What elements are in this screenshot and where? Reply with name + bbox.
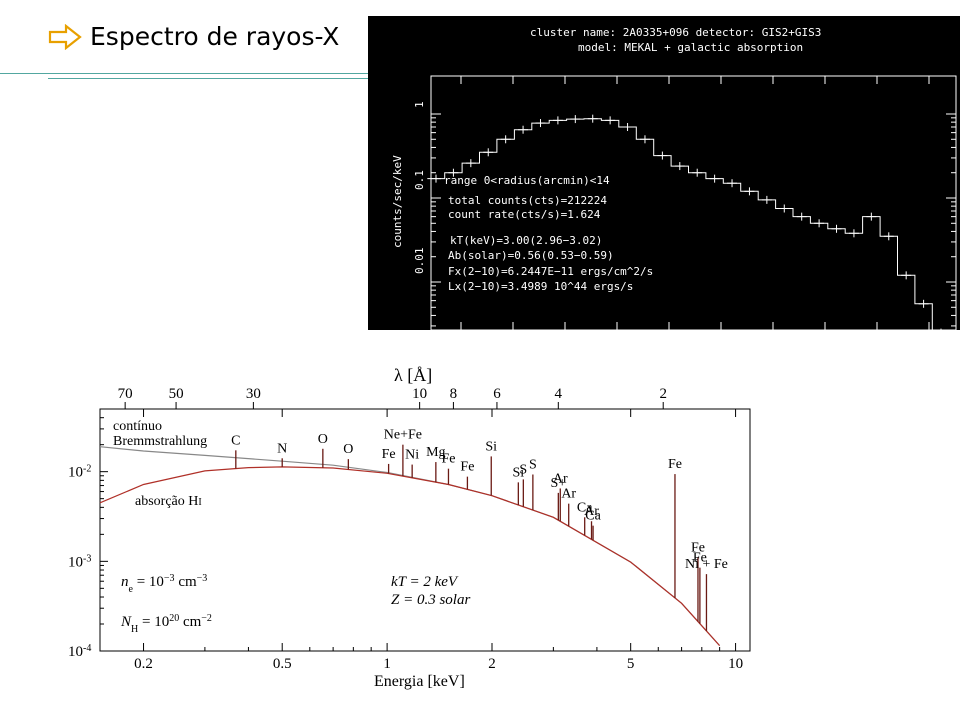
spec2-left-axis: 10-2 10-3 10-4	[68, 417, 108, 661]
spec2-legend-absorption: absorção HI	[135, 494, 202, 509]
spec2-series-group	[99, 446, 721, 647]
spec1-header-line-2: model: MEKAL + galactic absorption	[578, 41, 803, 54]
spec2-line-label: Si	[485, 439, 497, 454]
observed-spectrum-chart: cluster name: 2A0335+096 detector: GIS2+…	[368, 16, 960, 330]
spec2-top-axis: 70 50 30 10 8 6 4 2	[118, 386, 667, 409]
spec2-line-label: Ar	[553, 471, 568, 486]
title-divider	[0, 73, 372, 74]
spec1-plot-frame	[430, 75, 957, 330]
spec2-line-label: Fe	[382, 447, 396, 462]
spec2-line-label: C	[231, 433, 240, 448]
thermal-spectrum-chart: λ [Å] 70 50 30 10 8 6 4 2 0.2 0.5 1 2 5 10 10-210-31…	[55, 356, 760, 696]
spec2-line-label: Ni	[405, 448, 419, 463]
spec2-line-label: Fe	[693, 551, 707, 566]
spec2-y-tick-label: 10-3	[68, 553, 91, 571]
spec2-y-tick-label: 10-4	[68, 643, 91, 661]
spec2-line-label: Fe	[668, 457, 682, 472]
spec2-line-label: Fe	[441, 452, 455, 467]
spec2-plot-frame	[99, 408, 751, 652]
spec2-series-absorbed	[99, 466, 721, 647]
spec2-top-tick-label: 6	[493, 386, 501, 402]
spec2-bottom-axis: 0.2 0.5 1 2 5 10	[134, 409, 743, 672]
spec1-axis-ticks	[431, 76, 956, 330]
spec1-y-tick-1: 1	[413, 101, 426, 108]
spec2-annotation-ne: ne = 10−3 cm−3	[121, 573, 207, 595]
spec2-top-tick-label: 4	[555, 386, 563, 402]
spec1-annotation-range: range 0<radius(arcmin)<14	[444, 174, 610, 187]
spec1-annotation-lx: Lx(2−10)=3.4989 10^44 ergs/s	[448, 280, 633, 293]
spec2-x-tick-label: 5	[627, 656, 635, 672]
spec2-x-tick-label: 1	[383, 656, 391, 672]
spec2-y-tick-label: 10-2	[68, 463, 91, 481]
spec1-annotation-total-counts: total counts(cts)=212224	[448, 194, 607, 207]
spec2-line-label: Fe	[460, 460, 474, 475]
spec2-line-label: S	[519, 462, 527, 477]
spec2-legend-continuum-1: contínuo	[113, 419, 162, 434]
spec2-legend-continuum-2: Bremmstrahlung	[113, 434, 207, 449]
spec2-x-tick-label: 10	[728, 656, 743, 672]
spec2-line-label: O	[343, 442, 353, 457]
spec2-x-tick-label: 0.5	[273, 656, 292, 672]
spec2-line-label: Ca	[585, 509, 601, 524]
spec1-series-group	[427, 114, 942, 330]
spec1-y-tick-0.1: 0.1	[413, 170, 426, 190]
spec1-annotation-ab: Ab(solar)=0.56(0.53−0.59)	[448, 249, 614, 262]
title-divider-secondary	[48, 78, 372, 79]
spec2-line-label: Ne+Fe	[384, 428, 422, 443]
spec2-top-tick-label: 50	[169, 386, 184, 402]
spec2-top-tick-label: 30	[246, 386, 261, 402]
spec2-x-label: Energia [keV]	[374, 673, 465, 690]
hollow-right-arrow-icon	[48, 23, 82, 50]
spec2-line-label: Mg	[426, 445, 445, 460]
spec2-line-label: O	[318, 432, 328, 447]
spec2-top-tick-label: 70	[118, 386, 133, 402]
slide-title-text: Espectro de rayos-X	[90, 22, 340, 51]
slide-title: Espectro de rayos-X	[48, 22, 339, 51]
spec1-model-line	[427, 118, 933, 330]
spec1-header-line-1: cluster name: 2A0335+096 detector: GIS2+…	[530, 26, 821, 39]
spec2-line-label: Ca	[577, 500, 593, 515]
spec1-annotation-fx: Fx(2−10)=6.2447E−11 ergs/cm^2/s	[448, 265, 653, 278]
spec2-line-label: Ar	[584, 504, 599, 519]
spec1-annotation-kt: kT(keV)=3.00(2.96−3.02)	[450, 234, 602, 247]
spec2-top-tick-label: 2	[659, 386, 667, 402]
spec2-line-label: Ni + Fe	[685, 557, 728, 572]
spec2-line-label: Ar	[561, 487, 576, 502]
spec2-line-label: S	[529, 457, 537, 472]
spec2-line-label: S+	[550, 476, 566, 491]
spec2-top-tick-label: 8	[450, 386, 458, 402]
spec2-top-axis-label: λ [Å]	[394, 365, 432, 385]
spec2-top-tick-label: 10	[412, 386, 427, 402]
spec2-line-label: Si	[512, 465, 524, 480]
spec1-annotations: range 0<radius(arcmin)<14 total counts(c…	[444, 174, 653, 293]
spec2-annotation-kt: kT = 2 keV	[391, 574, 459, 590]
spec2-annotation-z: Z = 0.3 solar	[391, 592, 470, 608]
spec2-x-tick-label: 0.2	[134, 656, 153, 672]
spec2-line-label: N	[277, 441, 287, 456]
spec1-y-label: counts/sec/keV	[391, 155, 404, 248]
spec2-line-label: Fe	[691, 541, 705, 556]
spec2-annotation-nh: NH = 1020 cm−2	[120, 613, 212, 635]
spec2-x-tick-label: 2	[488, 656, 496, 672]
spec1-annotation-count-rate: count rate(cts/s)=1.624	[448, 208, 601, 221]
spec1-y-tick-0.01: 0.01	[413, 248, 426, 275]
